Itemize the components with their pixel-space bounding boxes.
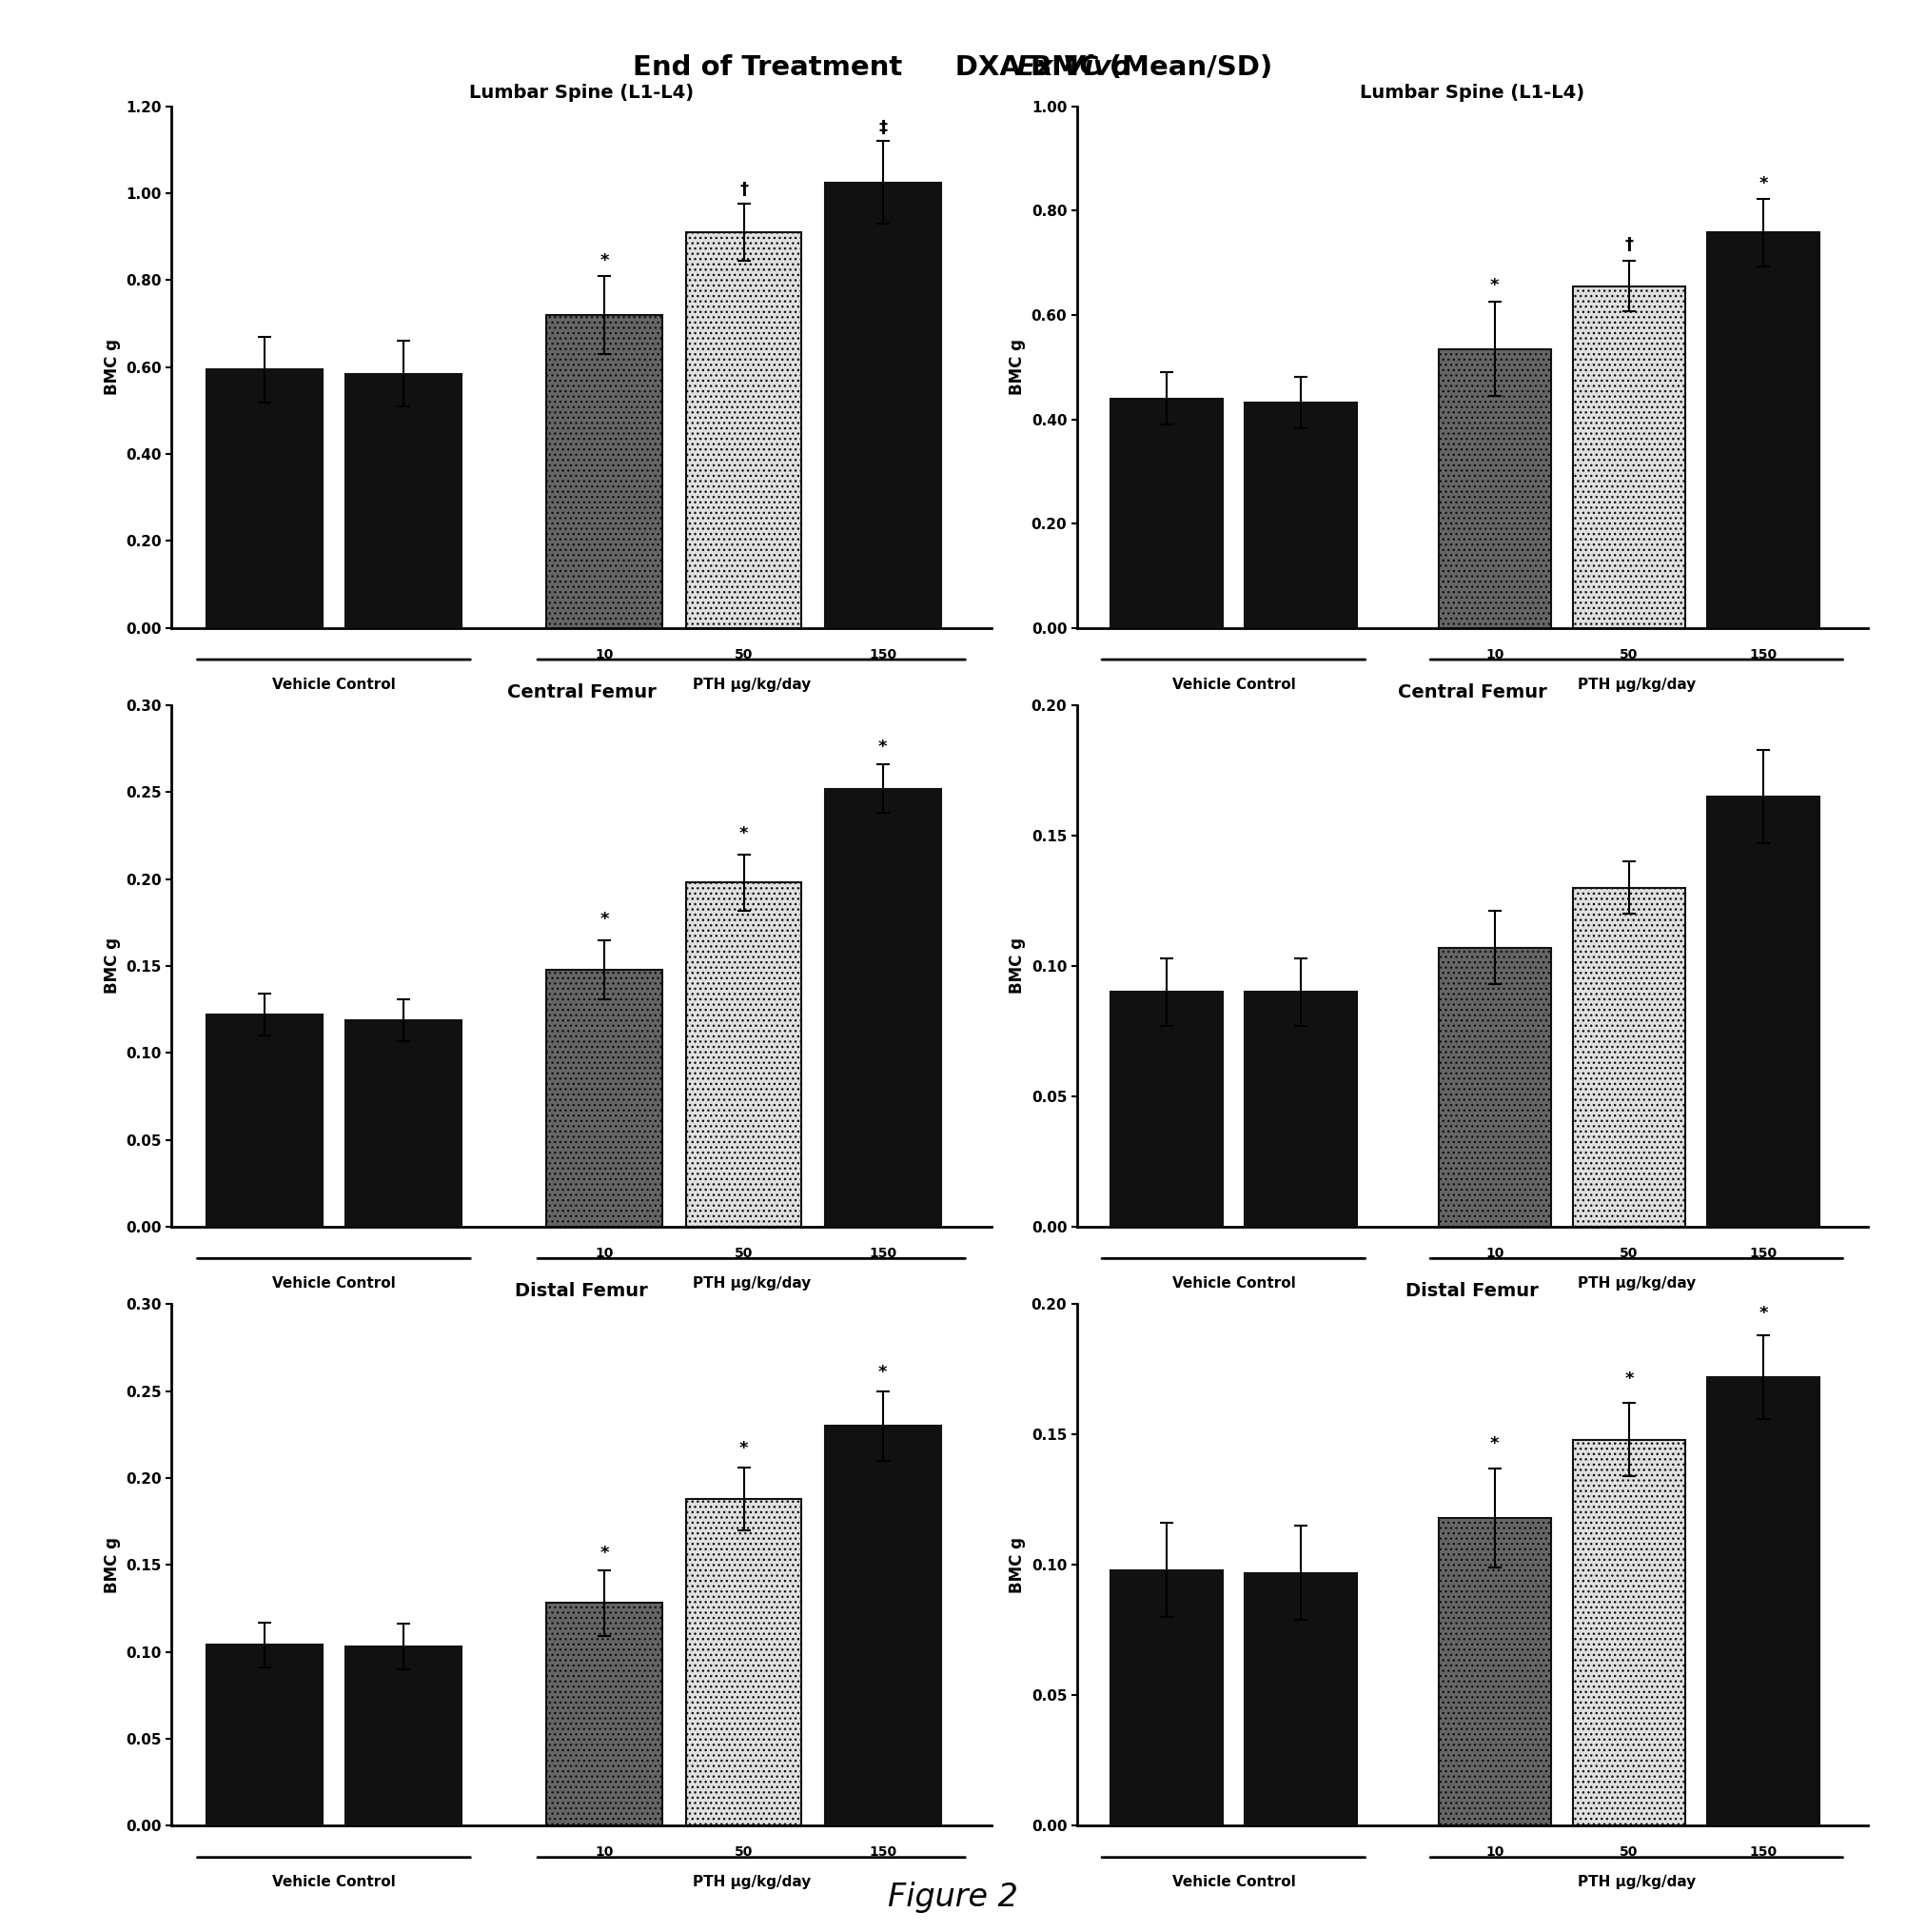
Text: Figure 2: Figure 2 (888, 1882, 1018, 1913)
Bar (206, 1644, 322, 1826)
Text: *: * (1490, 1435, 1500, 1453)
Bar (825, 182, 942, 628)
Text: End of Treatment        DXA BMC (Mean/SD): End of Treatment DXA BMC (Mean/SD) (633, 54, 1273, 81)
Text: 10: 10 (595, 1246, 614, 1260)
Text: 150: 150 (869, 1845, 896, 1859)
Bar (1245, 1573, 1357, 1826)
Bar (206, 1014, 322, 1227)
Text: †: † (1624, 236, 1633, 253)
Text: 50: 50 (1620, 1845, 1639, 1859)
Bar (686, 232, 802, 628)
Bar (825, 1426, 942, 1826)
Title: Lumbar Spine (L1-L4): Lumbar Spine (L1-L4) (469, 85, 694, 102)
Text: PTH μg/kg/day: PTH μg/kg/day (692, 678, 810, 692)
Bar (547, 315, 663, 628)
Title: Distal Femur: Distal Femur (1407, 1283, 1538, 1300)
Text: Vehicle Control: Vehicle Control (1172, 1876, 1296, 1889)
Bar (1572, 1439, 1685, 1826)
Text: Vehicle Control: Vehicle Control (273, 1277, 396, 1291)
Bar (825, 788, 942, 1227)
Y-axis label: BMC g: BMC g (103, 937, 120, 995)
Title: Distal Femur: Distal Femur (515, 1283, 648, 1300)
Text: 50: 50 (1620, 1246, 1639, 1260)
Bar (1439, 1519, 1551, 1826)
Text: 50: 50 (734, 1845, 753, 1859)
Bar (1708, 232, 1820, 628)
Y-axis label: BMC g: BMC g (1008, 937, 1025, 995)
Text: Ex Vivo: Ex Vivo (776, 54, 1130, 81)
Text: Vehicle Control: Vehicle Control (1172, 1277, 1296, 1291)
Bar (1708, 796, 1820, 1227)
Bar (206, 369, 322, 628)
Bar (345, 1646, 461, 1826)
Bar (1439, 949, 1551, 1227)
Text: 10: 10 (595, 1845, 614, 1859)
Bar (345, 373, 461, 628)
Text: PTH μg/kg/day: PTH μg/kg/day (692, 1277, 810, 1291)
Text: 150: 150 (1750, 1845, 1776, 1859)
Text: *: * (1759, 1306, 1769, 1321)
Text: 50: 50 (1620, 647, 1639, 661)
Bar (686, 1499, 802, 1826)
Text: Vehicle Control: Vehicle Control (273, 678, 396, 692)
Text: *: * (1624, 1370, 1633, 1387)
Bar (1708, 1378, 1820, 1826)
Bar (686, 883, 802, 1227)
Text: *: * (879, 738, 888, 755)
Text: *: * (879, 1364, 888, 1381)
Bar (1111, 1571, 1222, 1826)
Text: *: * (600, 253, 610, 269)
Text: 150: 150 (869, 647, 896, 661)
Text: PTH μg/kg/day: PTH μg/kg/day (1578, 678, 1696, 692)
Text: PTH μg/kg/day: PTH μg/kg/day (692, 1876, 810, 1889)
Text: ‡: ‡ (879, 118, 886, 135)
Text: †: † (740, 182, 747, 199)
Text: *: * (740, 1439, 749, 1457)
Bar (1245, 993, 1357, 1227)
Text: 10: 10 (1485, 1246, 1504, 1260)
Text: 10: 10 (595, 647, 614, 661)
Y-axis label: BMC g: BMC g (103, 338, 120, 396)
Y-axis label: BMC g: BMC g (1008, 1536, 1025, 1594)
Title: Central Femur: Central Femur (1397, 684, 1548, 701)
Title: Lumbar Spine (L1-L4): Lumbar Spine (L1-L4) (1361, 85, 1584, 102)
Text: Vehicle Control: Vehicle Control (1172, 678, 1296, 692)
Bar (1111, 398, 1222, 628)
Text: 150: 150 (869, 1246, 896, 1260)
Text: *: * (740, 825, 749, 842)
Bar (345, 1020, 461, 1227)
Text: PTH μg/kg/day: PTH μg/kg/day (1578, 1277, 1696, 1291)
Text: Vehicle Control: Vehicle Control (273, 1876, 396, 1889)
Bar (1111, 993, 1222, 1227)
Bar (1439, 350, 1551, 628)
Text: 10: 10 (1485, 647, 1504, 661)
Text: *: * (600, 910, 610, 927)
Bar (1572, 286, 1685, 628)
Text: *: * (1759, 176, 1769, 193)
Text: *: * (1490, 276, 1500, 294)
Text: PTH μg/kg/day: PTH μg/kg/day (1578, 1876, 1696, 1889)
Text: 50: 50 (734, 1246, 753, 1260)
Bar (1572, 889, 1685, 1227)
Bar (547, 1604, 663, 1826)
Y-axis label: BMC g: BMC g (103, 1536, 120, 1594)
Text: *: * (600, 1544, 610, 1561)
Title: Central Femur: Central Femur (507, 684, 656, 701)
Text: 150: 150 (1750, 1246, 1776, 1260)
Y-axis label: BMC g: BMC g (1008, 338, 1025, 396)
Text: 150: 150 (1750, 647, 1776, 661)
Text: 10: 10 (1485, 1845, 1504, 1859)
Bar (1245, 402, 1357, 628)
Bar (547, 970, 663, 1227)
Text: 50: 50 (734, 647, 753, 661)
